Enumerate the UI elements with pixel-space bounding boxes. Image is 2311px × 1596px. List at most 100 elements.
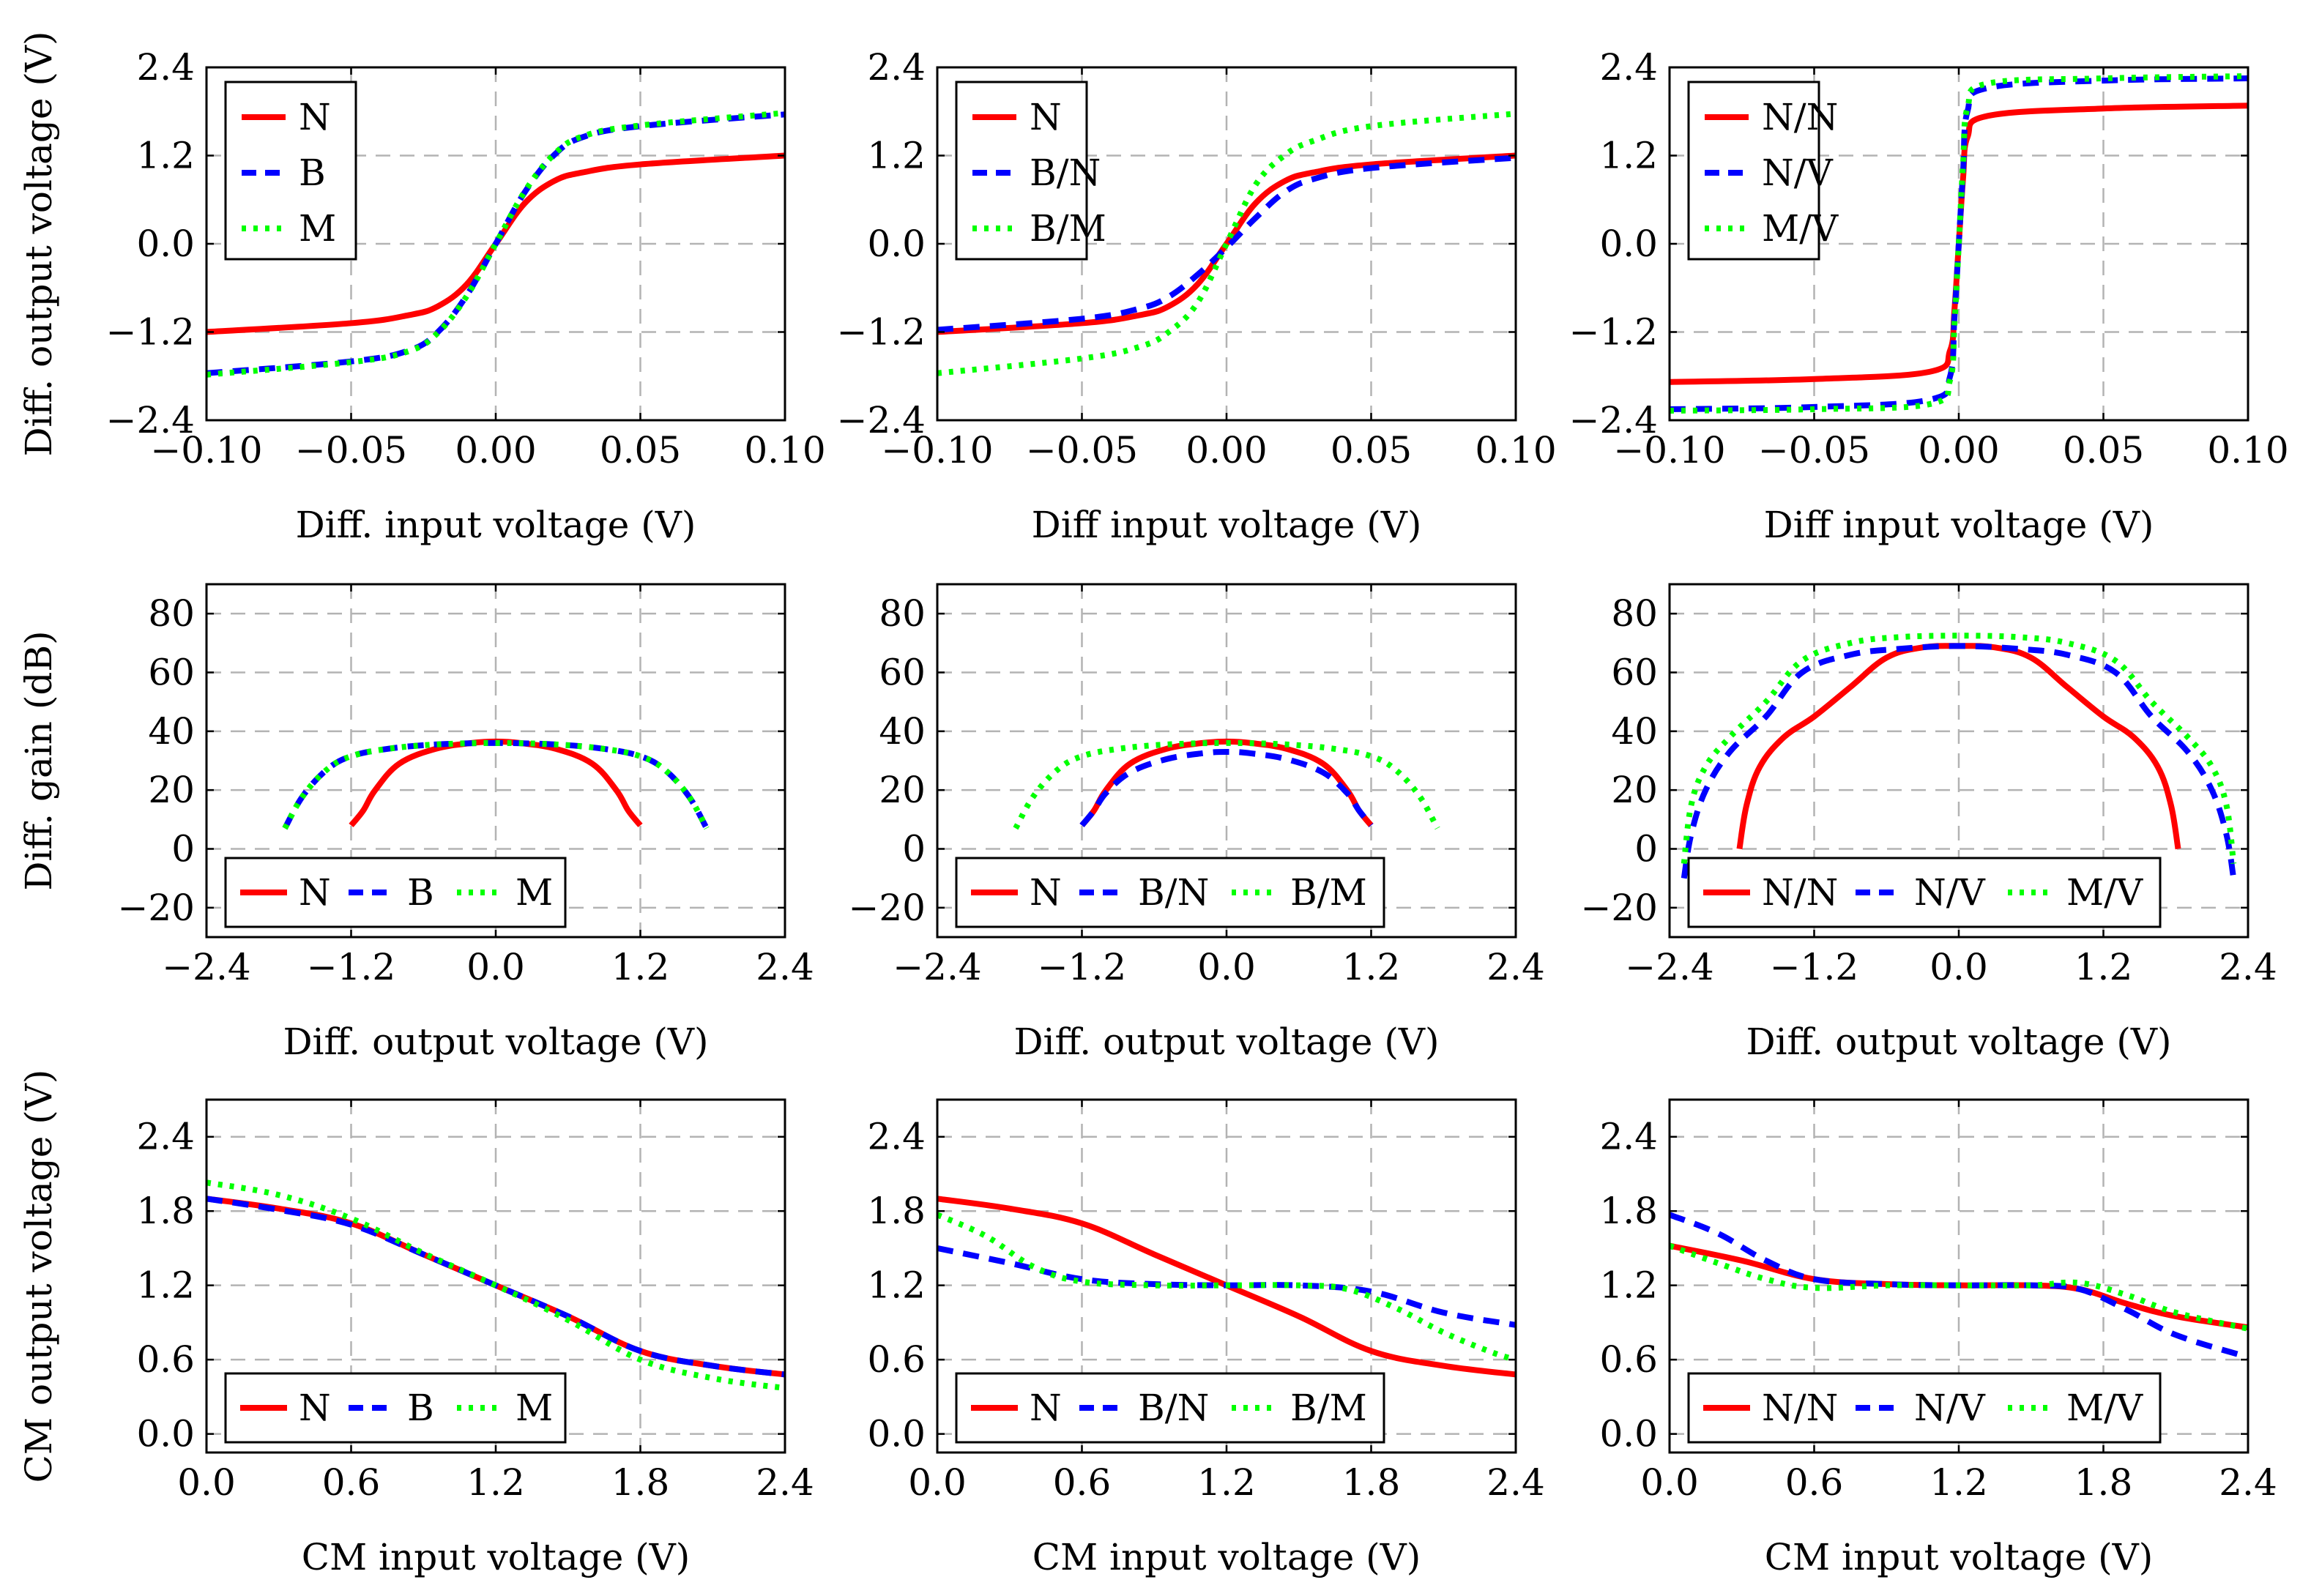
y-tick-label: 40 [879,710,926,753]
legend-label: M/V [1762,207,1839,250]
x-tick-label: −0.10 [881,429,993,471]
x-tick-label: 0.10 [2207,429,2288,471]
x-tick-label: 2.4 [2219,946,2277,988]
x-tick-label: −0.05 [295,429,407,471]
x-tick-label: 0.05 [2063,429,2144,471]
x-tick-label: 0.10 [744,429,825,471]
legend-label: M [299,207,336,250]
x-tick-label: −1.2 [1770,946,1858,988]
x-tick-label: 0.6 [322,1461,381,1504]
x-tick-label: 2.4 [756,946,814,988]
y-tick-label: 2.4 [867,1116,926,1158]
y-tick-label: 1.8 [136,1190,195,1232]
series-group [1670,73,2248,414]
y-tick-label: 0 [171,828,195,870]
legend-label: N [299,871,331,914]
x-tick-label: 0.00 [1918,429,1999,471]
legend-label: B [407,1387,434,1429]
x-tick-label: 0.0 [1929,946,1988,988]
y-tick-label: 60 [1611,652,1658,694]
x-tick-label: −1.2 [1038,946,1126,988]
series-line-m-v [1670,1242,2248,1332]
x-axis-label: Diff. output voltage (V) [1746,1021,2171,1063]
y-tick-label: 80 [879,592,926,635]
y-tick-label: 20 [879,769,926,811]
chart-panel-row3-col1: 0.0 0.6 1.2 1.8 2.4 0.0 0.6 1.2 1.8 2.4 CM input v… [18,1070,814,1578]
series-line-n-v [1670,75,2248,412]
x-tick-label: 0.0 [1640,1461,1699,1504]
x-tick-label: 1.8 [1342,1461,1401,1504]
x-axis-label: CM input voltage (V) [302,1536,691,1578]
series-group [1013,738,1440,830]
x-tick-label: 0.6 [1785,1461,1844,1504]
series-group [282,738,710,830]
y-tick-label: 0.6 [136,1338,195,1381]
legend: N/N N/V M/V [1687,857,2162,928]
y-tick-label: −20 [1580,887,1658,929]
legend-label: N/N [1762,1387,1838,1429]
x-axis-label: Diff. input voltage (V) [296,504,696,546]
y-tick-label: 2.4 [1599,1116,1658,1158]
x-tick-label: −0.10 [1613,429,1725,471]
x-axis-label: Diff input voltage (V) [1764,504,2154,546]
y-tick-label: 0.0 [1599,223,1658,265]
y-tick-label: 0.0 [867,1413,926,1455]
legend-label: N/V [1762,152,1834,194]
x-tick-label: 0.0 [1197,946,1256,988]
series-line-n [937,152,1516,335]
legend: N B/N B/M [955,1372,1385,1444]
legend: NBM [224,81,357,261]
legend-label: N/V [1914,1387,1986,1429]
x-tick-label: 2.4 [1486,946,1545,988]
series-line-b-m [937,1212,1516,1362]
y-tick-label: −2.4 [1569,399,1658,441]
legend-label: N [299,1387,331,1429]
y-tick-label: 80 [1611,592,1658,635]
y-tick-label: 20 [1611,769,1658,811]
chart-panel-row1-col3: −0.10 −0.05 0.00 0.05 0.10 −2.4 −1.2 0.0 1.2 2.4 D… [1569,46,2289,546]
y-tick-label: 0.6 [1599,1338,1658,1381]
series-line-b-n [1079,748,1374,827]
x-axis-label: CM input voltage (V) [1765,1536,2154,1578]
y-tick-label: 80 [148,592,195,635]
y-tick-label: 2.4 [136,46,195,89]
y-tick-label: 20 [148,769,195,811]
legend-label: M [516,871,553,914]
legend: N B/N B/M [955,857,1385,928]
x-tick-label: 1.8 [2074,1461,2133,1504]
x-tick-label: 0.05 [1331,429,1412,471]
legend-label: M/V [2066,871,2143,914]
y-tick-label: 0 [1634,828,1658,870]
x-tick-label: 1.2 [1197,1461,1256,1504]
chart-panel-row2-col1: −2.4 −1.2 0.0 1.2 2.4 −20 0 20 40 60 80 Diff. outpu… [18,583,814,1063]
legend-label: B/M [1030,207,1106,250]
x-axis-label: Diff input voltage (V) [1032,504,1422,546]
x-tick-label: −0.10 [150,429,262,471]
series-line-m-v [1681,633,2237,865]
series-line-b-m [937,111,1516,376]
x-tick-label: −2.4 [893,946,981,988]
y-tick-label: 60 [879,652,926,694]
legend-label: M [516,1387,553,1429]
x-tick-label: −2.4 [1625,946,1713,988]
x-axis-label: Diff. output voltage (V) [283,1021,708,1063]
y-tick-label: 1.2 [867,1264,926,1307]
x-tick-label: 2.4 [1486,1461,1545,1504]
chart-panel-row1-col2: −0.10 −0.05 0.00 0.05 0.10 −2.4 −1.2 0.0 1.2 2.4 D… [837,46,1557,546]
legend-label: B [299,152,326,194]
legend-label: B/N [1030,152,1101,194]
series-group [937,1196,1516,1378]
y-tick-label: 0 [902,828,926,870]
y-tick-label: 1.2 [867,135,926,177]
chart-panel-row2-col3: −2.4 −1.2 0.0 1.2 2.4 −20 0 20 40 60 80 Diff. outpu… [1580,583,2277,1063]
legend-label: N/N [1762,96,1838,138]
x-tick-label: −0.05 [1026,429,1138,471]
legend: N B/N B/M [955,81,1106,261]
x-tick-label: 0.6 [1053,1461,1112,1504]
series-line-b-m [1013,739,1440,830]
x-axis-label: CM input voltage (V) [1032,1536,1421,1578]
series-line-b-n [937,154,1516,333]
legend-label: N [1030,871,1062,914]
